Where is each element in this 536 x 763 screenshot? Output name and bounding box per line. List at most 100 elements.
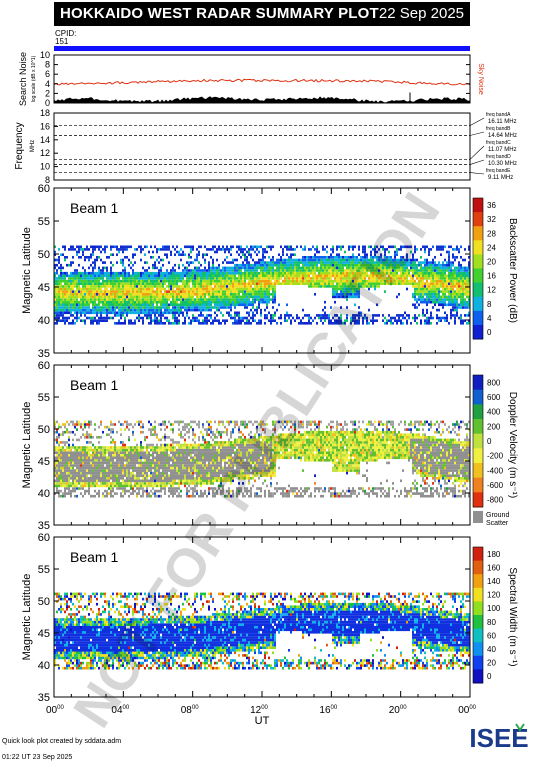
velocity-cell <box>114 466 116 470</box>
power-cell <box>406 314 408 317</box>
power-cell <box>192 293 194 296</box>
velocity-cell <box>64 471 66 475</box>
velocity-cell <box>100 459 102 462</box>
power-cell <box>362 279 364 283</box>
power-cell <box>430 269 432 272</box>
power-cell <box>98 271 100 275</box>
velocity-cell <box>134 461 136 465</box>
power-cell <box>320 316 322 320</box>
power-cell <box>174 303 176 307</box>
power-cell <box>300 274 302 278</box>
power-cell <box>362 266 364 270</box>
power-cell <box>128 282 130 285</box>
power-cell <box>228 277 230 280</box>
velocity-cell <box>58 423 60 426</box>
velocity-cell <box>82 482 84 485</box>
power-cell <box>246 277 248 280</box>
power-cell <box>376 256 378 259</box>
power-cell <box>148 285 150 288</box>
power-cell <box>172 303 174 307</box>
power-cell <box>78 293 80 296</box>
power-cell <box>364 261 366 264</box>
power-cell <box>344 271 346 275</box>
power-cell <box>126 282 128 285</box>
power-cell <box>394 316 396 320</box>
power-cell <box>160 303 162 307</box>
power-cell <box>370 269 372 272</box>
power-cell <box>140 308 142 312</box>
power-cell <box>304 314 306 317</box>
power-cell <box>166 295 168 299</box>
power-cell <box>448 295 450 299</box>
velocity-cell <box>110 477 112 480</box>
power-cell <box>156 300 158 304</box>
power-cell <box>322 282 324 285</box>
power-cell <box>162 285 164 288</box>
power-cell <box>298 269 300 272</box>
power-cell <box>146 293 148 296</box>
velocity-cell <box>108 446 110 449</box>
velocity-cell <box>74 464 76 467</box>
power-cell <box>92 271 94 275</box>
velocity-cell <box>74 423 76 426</box>
velocity-cell <box>70 494 72 498</box>
velocity-scatter <box>54 420 470 498</box>
power-cell <box>434 285 436 288</box>
power-cell <box>128 308 130 312</box>
power-cell <box>222 279 224 283</box>
power-cell <box>228 293 230 296</box>
power-cell <box>232 245 234 249</box>
power-cell <box>152 250 154 254</box>
power-cell <box>298 274 300 278</box>
power-cell <box>170 290 172 293</box>
power-cell <box>428 277 430 280</box>
power-cell <box>124 279 126 283</box>
power-cell <box>84 322 86 325</box>
power-cell <box>358 263 360 267</box>
power-cell <box>452 271 454 275</box>
power-cell <box>314 258 316 262</box>
power-cell <box>98 319 100 322</box>
power-cell <box>226 279 228 283</box>
velocity-cell <box>100 446 102 449</box>
power-cell <box>202 271 204 275</box>
power-cell <box>376 279 378 283</box>
power-cell <box>428 253 430 256</box>
power-cell <box>348 282 350 285</box>
velocity-cell <box>82 459 84 462</box>
power-cell <box>454 319 456 322</box>
power-cell <box>364 256 366 259</box>
power-cell <box>442 306 444 309</box>
power-cell <box>152 308 154 312</box>
power-cell <box>272 261 274 264</box>
power-cell <box>164 287 166 291</box>
velocity-cell <box>54 459 56 462</box>
velocity-cell <box>80 464 82 467</box>
power-cell <box>150 285 152 288</box>
power-cell <box>64 290 66 293</box>
velocity-cell <box>80 456 82 460</box>
power-cell <box>294 277 296 280</box>
power-cell <box>260 277 262 280</box>
power-cell <box>356 279 358 283</box>
power-cell <box>448 253 450 256</box>
power-cell <box>310 322 312 325</box>
power-cell <box>140 245 142 249</box>
power-cell <box>58 300 60 304</box>
power-cell <box>274 300 276 304</box>
power-cell <box>232 295 234 299</box>
power-cell <box>392 274 394 278</box>
velocity-cell <box>130 464 132 467</box>
power-cell <box>348 271 350 275</box>
velocity-cell <box>106 466 108 470</box>
power-cell <box>106 319 108 322</box>
power-cell <box>450 293 452 296</box>
velocity-cell <box>86 489 88 493</box>
power-cell <box>254 277 256 280</box>
velocity-cell <box>78 477 80 480</box>
power-cell <box>184 322 186 325</box>
power-cell <box>174 285 176 288</box>
power-cell <box>178 271 180 275</box>
power-cell <box>342 258 344 262</box>
power-cell <box>250 290 252 293</box>
